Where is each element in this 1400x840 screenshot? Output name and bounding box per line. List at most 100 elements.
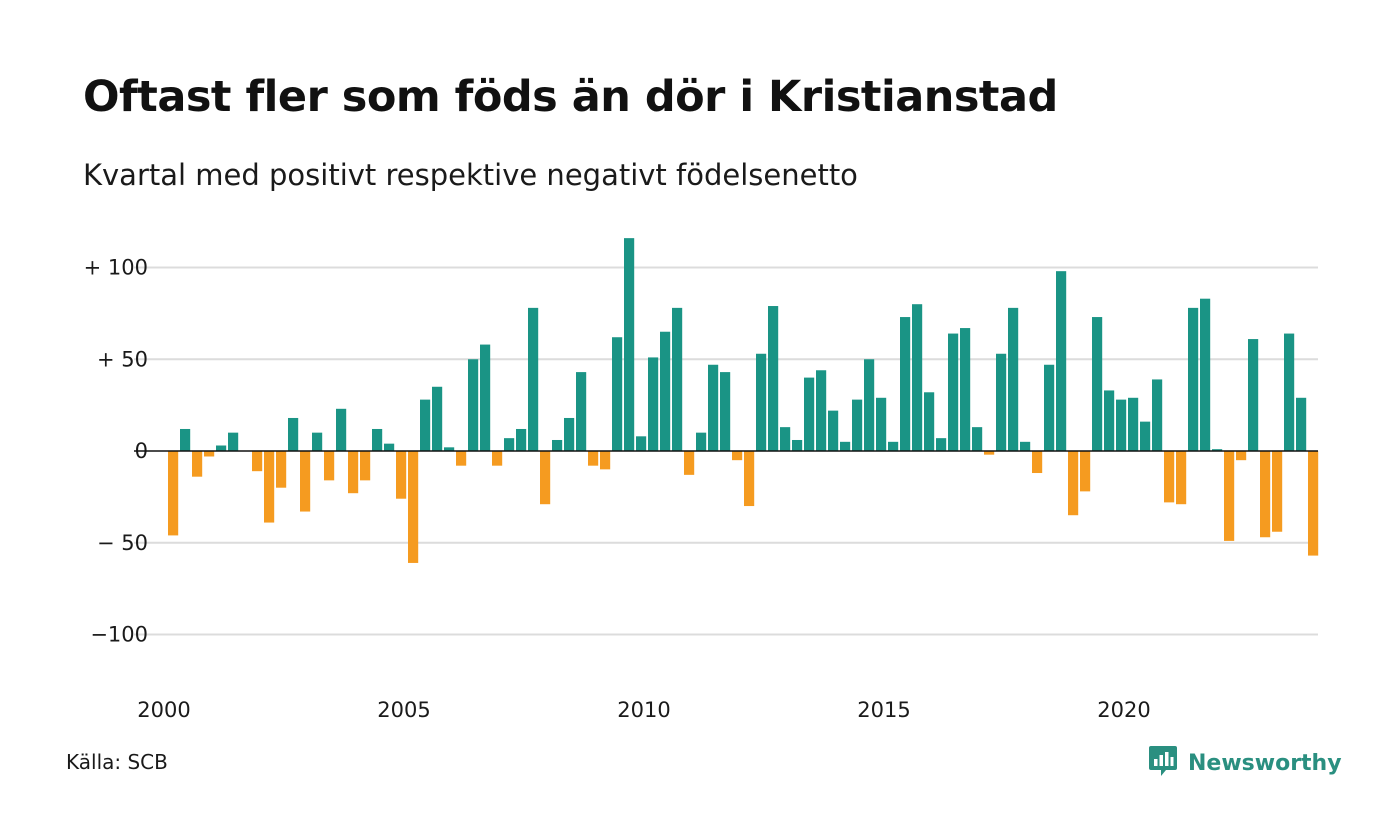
x-tick-label: 2020 xyxy=(1097,698,1150,722)
bar xyxy=(696,432,707,451)
bar xyxy=(324,451,335,481)
bar xyxy=(600,451,611,470)
bar xyxy=(312,432,323,451)
bar xyxy=(996,353,1007,451)
bar xyxy=(852,399,863,451)
bar xyxy=(468,359,479,451)
bar xyxy=(1308,451,1319,556)
bar xyxy=(756,353,767,451)
newsworthy-logo-icon xyxy=(1148,744,1178,782)
bar xyxy=(1116,399,1127,451)
bar xyxy=(264,451,275,523)
bar xyxy=(624,238,635,451)
y-axis-ticks: + 100+ 500− 50−100 xyxy=(84,256,148,647)
bar xyxy=(912,304,923,451)
bar xyxy=(1200,298,1211,451)
bar xyxy=(984,451,995,455)
bar xyxy=(552,439,563,451)
bar xyxy=(540,451,551,505)
bar xyxy=(672,307,683,451)
bar xyxy=(1176,451,1187,505)
brand-logo[interactable]: Newsworthy xyxy=(1148,744,1342,782)
bar xyxy=(708,364,719,451)
bar xyxy=(1164,451,1175,503)
x-tick-label: 2010 xyxy=(617,698,670,722)
bar xyxy=(840,441,851,451)
bar xyxy=(924,392,935,451)
bar xyxy=(276,451,287,488)
bar xyxy=(768,306,779,451)
bar xyxy=(288,417,299,451)
bar xyxy=(1140,421,1151,451)
bar xyxy=(1032,451,1043,474)
bar xyxy=(1068,451,1079,516)
bar xyxy=(180,428,191,451)
bar xyxy=(636,436,647,451)
y-tick-label: + 100 xyxy=(84,256,148,280)
bar xyxy=(1248,339,1259,451)
bar xyxy=(528,307,539,451)
bars xyxy=(168,238,1319,563)
bar xyxy=(972,427,983,451)
bar xyxy=(888,441,899,451)
bar xyxy=(804,377,815,451)
bar xyxy=(396,451,407,499)
x-tick-label: 2005 xyxy=(377,698,430,722)
x-tick-label: 2015 xyxy=(857,698,910,722)
bar xyxy=(1056,271,1067,451)
bar xyxy=(408,451,419,563)
bar xyxy=(876,397,887,451)
bar xyxy=(1152,379,1163,451)
bar xyxy=(420,399,431,451)
bar xyxy=(432,386,443,451)
bar xyxy=(720,372,731,452)
bar xyxy=(480,344,491,451)
bar xyxy=(780,427,791,451)
bar xyxy=(504,438,515,451)
bar xyxy=(816,370,827,451)
bar xyxy=(684,451,695,475)
bar xyxy=(948,333,959,451)
brand-name: Newsworthy xyxy=(1188,750,1342,776)
bar xyxy=(336,408,347,451)
bar xyxy=(1128,397,1139,451)
bar xyxy=(564,417,575,451)
bar xyxy=(1284,333,1295,451)
bar xyxy=(744,451,755,507)
bar xyxy=(1080,451,1091,492)
bar xyxy=(372,428,383,451)
bar xyxy=(444,447,455,451)
bar xyxy=(252,451,263,472)
chart-title: Oftast fler som föds än dör i Kristianst… xyxy=(83,72,1058,122)
bar xyxy=(576,372,587,452)
bar xyxy=(792,439,803,451)
bar xyxy=(456,451,467,466)
bar xyxy=(216,445,227,451)
bar xyxy=(900,317,911,451)
bar xyxy=(1260,451,1271,538)
chart-subtitle: Kvartal med positivt respektive negativt… xyxy=(83,158,858,192)
bar xyxy=(300,451,311,512)
bar xyxy=(348,451,359,494)
bar xyxy=(168,451,179,536)
bar xyxy=(1188,307,1199,451)
x-axis-ticks: 2000 2005 2010 2015 2020 xyxy=(137,698,1150,722)
bar xyxy=(1092,317,1103,451)
bar xyxy=(1212,449,1223,451)
x-tick-label: 2000 xyxy=(137,698,190,722)
source-note: Källa: SCB xyxy=(66,750,168,774)
bar xyxy=(384,443,395,451)
bar xyxy=(1104,390,1115,451)
bar xyxy=(360,451,371,481)
bar xyxy=(1296,397,1307,451)
bar xyxy=(648,357,659,451)
bar xyxy=(828,410,839,451)
y-tick-label: + 50 xyxy=(97,347,148,371)
bar xyxy=(1008,307,1019,451)
bar xyxy=(612,337,623,451)
bar xyxy=(936,438,947,451)
y-tick-label: − 50 xyxy=(97,531,148,555)
grid-lines xyxy=(134,266,1318,636)
y-tick-label: −100 xyxy=(90,623,148,647)
